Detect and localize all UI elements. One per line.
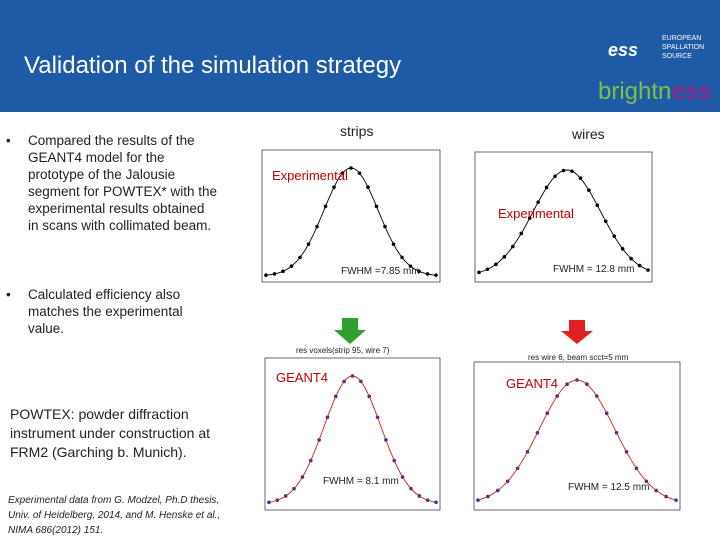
brand: brightness xyxy=(598,78,711,106)
logo-mark: ess xyxy=(608,40,639,60)
plot-frame xyxy=(264,357,441,511)
note: POWTEX: powder diffraction instrument un… xyxy=(10,406,210,460)
plot-point xyxy=(646,268,650,272)
arrow xyxy=(561,320,593,344)
brand-end: ess xyxy=(671,78,712,105)
bullet: Compared the results of the GEANT4 model… xyxy=(6,132,218,234)
fwhm-label: FWHM = 12.5 mm xyxy=(568,482,650,493)
arrow xyxy=(334,318,366,344)
fwhm-label: FWHM = 12.8 mm xyxy=(553,264,635,275)
plot-curve xyxy=(478,169,649,273)
geant-label: GEANT4 xyxy=(506,376,559,391)
plot-frame xyxy=(473,361,681,511)
logo-line: SOURCE xyxy=(662,53,692,60)
wires-label: wires xyxy=(572,126,605,142)
logo-line: EUROPEAN xyxy=(662,35,702,42)
plot-curve xyxy=(265,167,437,276)
plot-point xyxy=(434,500,438,505)
reference: Experimental data from G. Modzel, Ph.D t… xyxy=(8,495,221,536)
plot-point xyxy=(267,500,271,505)
title: Validation of the simulation strategy xyxy=(24,52,402,79)
exp-label: Experimental xyxy=(272,168,348,183)
header-band xyxy=(0,0,720,112)
fwhm-label: FWHM = 8.1 mm xyxy=(323,476,399,487)
plots xyxy=(261,149,681,511)
brand-start: brightn xyxy=(598,78,672,105)
bullet: Calculated efficiency also matches the e… xyxy=(6,286,218,337)
plot-frame xyxy=(261,149,441,283)
geant-label: GEANT4 xyxy=(276,370,329,385)
plot-point xyxy=(476,498,480,502)
strips-label: strips xyxy=(340,123,374,139)
logo-line: SPALLATION xyxy=(662,44,705,51)
plot-frame xyxy=(474,151,653,283)
plot-point xyxy=(674,498,678,502)
logo-text: EUROPEAN SPALLATION SOURCE xyxy=(662,34,704,61)
plot-curve xyxy=(477,379,677,501)
fwhm-label: FWHM =7.85 mm xyxy=(341,266,420,277)
exp-label: Experimental xyxy=(498,206,574,221)
plot-curve xyxy=(268,375,437,503)
plot-title: res wire 6, beam scct=5 mm xyxy=(528,353,629,362)
plot-title: res voxels(strip 95, wire 7) xyxy=(296,346,390,355)
